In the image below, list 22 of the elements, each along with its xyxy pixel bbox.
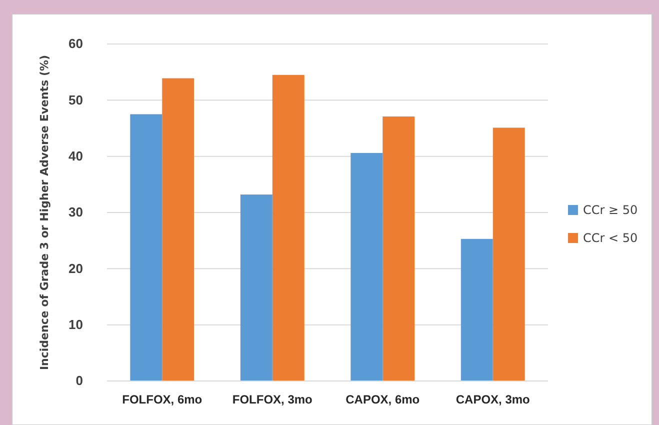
bar bbox=[130, 114, 162, 381]
bar bbox=[460, 238, 493, 381]
x-tick-label: FOLFOX, 3mo bbox=[232, 392, 312, 407]
bar bbox=[162, 78, 194, 381]
bar bbox=[492, 128, 525, 381]
y-tick-label: 10 bbox=[68, 316, 83, 332]
y-tick-label: 50 bbox=[68, 92, 83, 108]
y-axis-title: Incidence of Grade 3 or Higher Adverse Events (%) bbox=[38, 54, 51, 370]
legend-label: CCr ≥ 50 bbox=[583, 203, 638, 217]
bar bbox=[350, 152, 383, 381]
x-tick-label: CAPOX, 6mo bbox=[346, 392, 420, 407]
y-tick-label: 60 bbox=[68, 36, 83, 52]
x-tick-label: CAPOX, 3mo bbox=[456, 392, 530, 407]
legend-label: CCr < 50 bbox=[583, 231, 638, 245]
bar bbox=[272, 74, 304, 381]
bar bbox=[382, 116, 415, 381]
y-tick-label: 0 bbox=[76, 373, 83, 388]
y-tick-label: 20 bbox=[68, 260, 83, 276]
y-tick-label: 30 bbox=[68, 204, 83, 220]
y-tick-label: 40 bbox=[68, 148, 83, 164]
bar bbox=[240, 194, 272, 381]
x-tick-label: FOLFOX, 6mo bbox=[122, 392, 202, 407]
